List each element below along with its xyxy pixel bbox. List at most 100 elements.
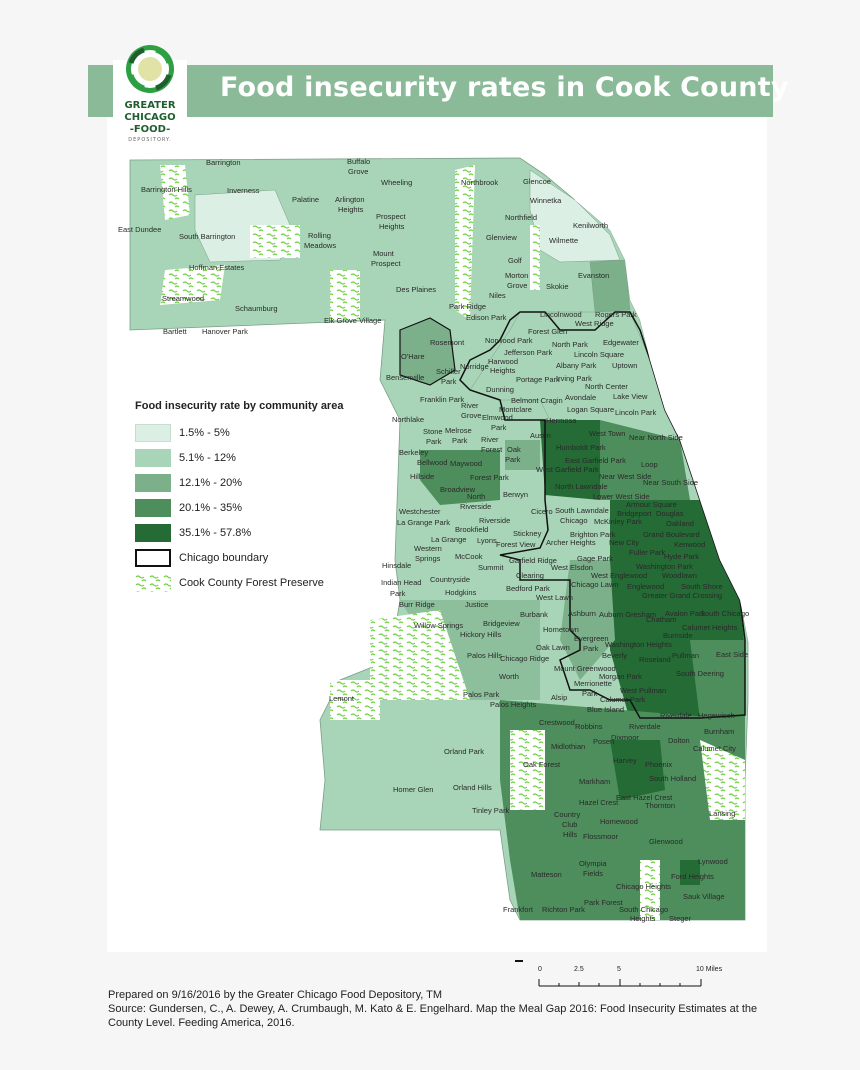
map-place-label: Bellwood [417,458,448,467]
legend: Food insecurity rate by community area 1… [135,400,365,595]
map-place-label: Forest Park [470,473,509,482]
map-place-label: North [467,492,486,501]
map-place-label: Woodlawn [662,571,697,580]
map-place-label: Markham [579,777,611,786]
map-place-label: Wheeling [381,178,413,187]
map-place-label: Oak Forest [523,760,561,769]
map-place-label: Harwood [488,357,519,366]
map-place-label: Archer Heights [546,538,596,547]
map-place-label: Park [390,589,406,598]
legend-item: Cook County Forest Preserve [135,570,365,595]
map-place-label: Morgan Park [599,672,642,681]
map-place-label: Skokie [546,282,569,291]
map-place-label: Logan Square [567,405,615,414]
map-place-label: Schiller [436,367,461,376]
map-place-label: Heights [338,205,364,214]
map-place-label: Burbank [520,610,548,619]
map-place-label: South Shore [681,582,723,591]
map-place-label: Stone [423,427,443,436]
map-place-label: Mount Greenwood [554,664,616,673]
map-place-label: Park Forest [584,898,623,907]
map-place-label: Park Ridge [449,302,487,311]
map-place-label: Grove [507,281,528,290]
map-place-label: Oak [507,445,521,454]
map-place-label: East Side [716,650,749,659]
map-place-label: Washington Park [636,562,693,571]
map-place-label: Englewood [627,582,665,591]
map-place-label: Kenilworth [573,221,609,230]
legend-label: 1.5% - 5% [179,426,230,439]
map-place-label: Washington Heights [605,640,672,649]
legend-swatch-3 [135,473,171,492]
map-place-label: Arlington [335,195,365,204]
logo-line3: -FOOD- [129,124,171,135]
map-place-label: Meadows [304,241,337,250]
map-place-label: Park [441,377,457,386]
map-place-label: Hodgkins [445,588,477,597]
map-place-label: West Town [589,429,626,438]
map-place-label: North Center [585,382,628,391]
logo-line1: GREATER [124,100,176,111]
map-place-label: Burnham [704,727,735,736]
footer: Prepared on 9/16/2016 by the Greater Chi… [108,988,768,1030]
scale-tick-10: 10 Miles [696,966,723,973]
map-place-label: Harvey [613,756,637,765]
forest-preserve [330,680,380,720]
forest-preserve [160,265,225,305]
map-place-label: Hills [563,830,578,839]
scale-bar: 0 2.5 5 10 Miles [515,958,770,988]
map-place-label: Avondale [565,393,597,402]
map-place-label: East Hazel Crest [616,793,673,802]
map-place-label: McCook [455,552,483,561]
map-place-label: Melrose [445,426,472,435]
map-place-label: South Holland [649,774,697,783]
map-place-label: Lincolnwood [540,310,582,319]
map-place-label: Westchester [399,507,441,516]
map-place-label: Calumet City [693,744,736,753]
map-place-label: Phoenix [645,760,673,769]
page-title: Food insecurity rates in Cook County [220,72,789,103]
map-place-label: Northbrook [461,178,499,187]
map-place-label: Heights [379,222,405,231]
map-place-label: Palos Heights [490,700,537,709]
map-place-label: Niles [489,291,506,300]
source-citation: Source: Gundersen, C., A. Dewey, A. Crum… [108,1003,758,1029]
map-place-label: Park [452,436,468,445]
map-place-label: Lansing [709,809,736,818]
scale-tick-0: 0 [538,966,542,973]
map-place-label: South Deering [676,669,724,678]
map-place-label: Glenview [486,233,517,242]
map-place-label: Morton [505,271,529,280]
map-place-label: Prospect [376,212,406,221]
map-place-label: Kenwood [674,540,706,549]
map-place-label: Riverside [479,516,511,525]
map-place-label: Schaumburg [235,304,278,313]
legend-swatch-1 [135,423,171,442]
map-place-label: Lincoln Park [615,408,657,417]
map-place-label: River [481,435,499,444]
legend-item: 35.1% - 57.8% [135,520,365,545]
map-place-label: Berkeley [399,448,429,457]
map-place-label: Maywood [450,459,483,468]
map-place-label: Northfield [505,213,538,222]
map-place-label: Midlothian [551,742,586,751]
map-place-label: Bensenville [386,373,425,382]
map-place-label: Grove [461,411,482,420]
map-place-label: Austin [530,431,551,440]
map-place-label: Blue Island [587,705,625,714]
oak-park [505,440,540,470]
map-place-label: Prospect [371,259,401,268]
map-place-label: Clearing [516,571,544,580]
harvey [610,740,665,800]
scale-ruler [538,979,702,987]
flower-logo-icon [126,45,174,93]
choropleth-map [129,150,760,921]
map-place-label: Lynwood [698,857,728,866]
legend-label: 12.1% - 20% [179,476,242,489]
map-place-label: Homer Glen [393,785,434,794]
map-place-label: Olympia [579,859,607,868]
map-place-label: Dixmoor [611,733,639,742]
map-place-label: Greater Grand Crossing [642,591,723,600]
map-place-label: Chicago Lawn [571,580,619,589]
legend-swatch-4 [135,498,171,517]
